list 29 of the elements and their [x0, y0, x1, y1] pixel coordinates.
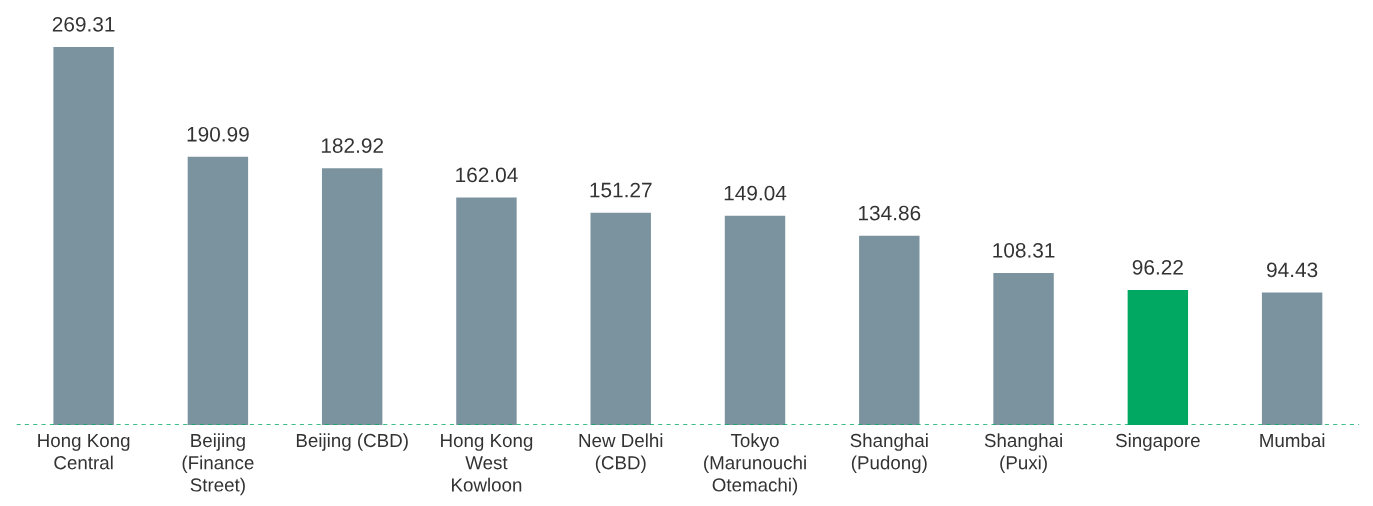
bar: [53, 46, 114, 426]
bar: [187, 156, 249, 426]
bar: [590, 212, 651, 426]
x-tick-label: Hong Kong Central: [38, 434, 130, 470]
x-tick-label: Beijing (Finance Street): [182, 433, 254, 496]
data-label: 96.22: [1132, 259, 1183, 275]
x-tick-label: Shanghai (Pudong): [850, 433, 928, 474]
data-label: 182.92: [321, 138, 383, 153]
data-label: 162.04: [456, 167, 518, 183]
bar: [993, 272, 1054, 426]
data-label: 108.31: [993, 242, 1055, 258]
data-label: 134.86: [859, 205, 921, 221]
data-label: 190.99: [187, 126, 249, 142]
bar: [724, 215, 786, 426]
x-tick-label: Mumbai: [1260, 433, 1325, 448]
x-tick-label: Beijing (CBD): [296, 433, 408, 451]
bar: [321, 168, 383, 426]
data-label: 151.27: [590, 182, 652, 198]
bar: [456, 197, 517, 426]
x-tick-label: New Delhi (CBD): [579, 433, 663, 474]
x-tick-label: Shanghai (Puxi): [984, 433, 1062, 474]
bar: [1261, 292, 1323, 426]
data-label: 149.04: [724, 185, 787, 201]
x-tick-label: Singapore: [1115, 433, 1200, 451]
data-label: 269.31: [52, 16, 115, 32]
x-tick-label: Hong Kong West Kowloon: [441, 434, 533, 492]
x-tick-label: Tokyo (Marunouchi Otemachi): [704, 433, 806, 496]
bar: [859, 235, 920, 426]
data-label: 94.43: [1267, 262, 1318, 278]
